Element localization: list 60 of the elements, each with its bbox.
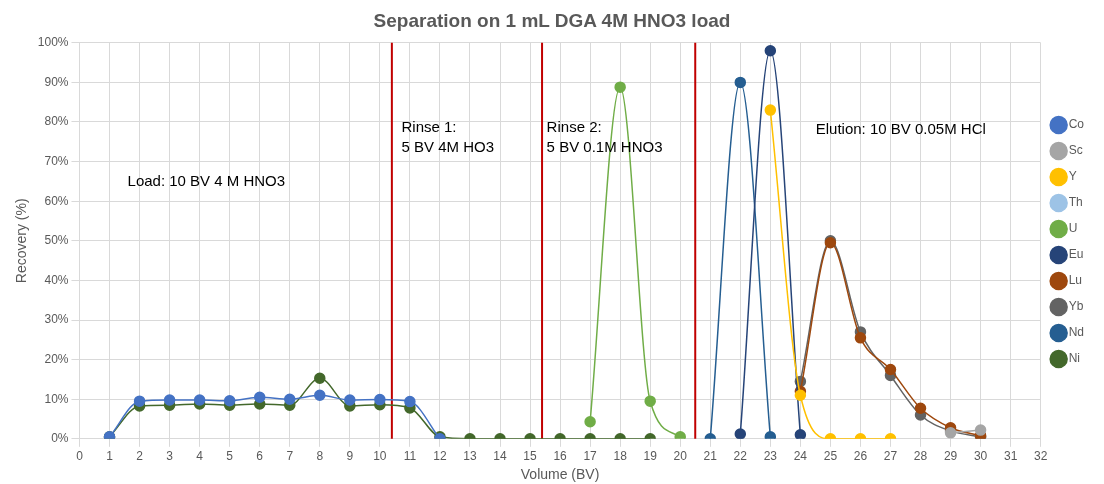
x-tick-label: 20 (673, 449, 688, 464)
y-tick-label: 70% (44, 153, 69, 168)
x-tick-label: 32 (1033, 449, 1048, 464)
x-tick-label: 6 (256, 449, 264, 464)
x-tick-label: 19 (643, 449, 658, 464)
legend-label: Lu (1068, 273, 1083, 288)
x-axis-title: Volume (BV) (520, 466, 600, 483)
x-tick-label: 24 (793, 449, 808, 464)
x-tick-label: 29 (943, 449, 958, 464)
x-tick-label: 9 (346, 449, 354, 464)
x-tick-label: 26 (853, 449, 868, 464)
x-tick-label: 11 (403, 449, 417, 464)
legend-label: Yb (1068, 299, 1084, 314)
x-tick-label: 17 (583, 449, 598, 464)
x-tick-label: 25 (823, 449, 838, 464)
x-tick-label: 14 (493, 449, 507, 464)
legend-label: U (1068, 221, 1078, 236)
chart-title: Separation on 1 mL DGA 4M HNO3 load (373, 9, 731, 31)
x-tick-label: 7 (286, 449, 294, 464)
x-tick-label: 16 (553, 449, 568, 464)
y-tick-label: 60% (44, 193, 69, 208)
y-tick-label: 20% (44, 351, 69, 366)
y-tick-label: 80% (44, 114, 69, 129)
x-tick-label: 27 (883, 449, 898, 464)
x-tick-label: 1 (106, 449, 114, 464)
y-tick-label: 0% (51, 431, 69, 446)
x-tick-label: 10 (373, 449, 387, 464)
legend-label: Nd (1068, 325, 1084, 340)
x-tick-label: 13 (463, 449, 477, 464)
x-tick-label: 2 (136, 449, 144, 464)
x-tick-label: 8 (316, 449, 324, 464)
legend-label: Y (1068, 169, 1077, 184)
y-tick-label: 30% (44, 312, 69, 327)
x-tick-label: 22 (733, 449, 748, 464)
legend-label: Ni (1068, 351, 1080, 366)
x-tick-label: 12 (433, 449, 447, 464)
x-tick-label: 3 (166, 449, 174, 464)
y-tick-label: 100% (37, 35, 69, 50)
y-axis-title: Recovery (%) (13, 198, 30, 284)
legend-label: Sc (1068, 143, 1083, 158)
x-tick-label: 15 (523, 449, 538, 464)
legend-label: Co (1068, 117, 1085, 132)
x-tick-label: 30 (973, 449, 988, 464)
annotation: Rinse 1: 5 BV 4M HO3 (401, 117, 495, 155)
annotation: Load: 10 BV 4 M HNO3 (127, 171, 286, 189)
y-tick-label: 90% (44, 74, 69, 89)
x-tick-label: 28 (913, 449, 928, 464)
y-tick-label: 50% (44, 233, 69, 248)
x-tick-label: 23 (763, 449, 778, 464)
x-tick-label: 18 (613, 449, 628, 464)
annotation: Elution: 10 BV 0.05M HCl (815, 120, 986, 138)
legend-label: Th (1068, 195, 1083, 210)
x-tick-label: 21 (703, 449, 718, 464)
x-tick-label: 5 (226, 449, 234, 464)
x-tick-label: 0 (76, 449, 84, 464)
x-tick-label: 4 (196, 449, 204, 464)
y-tick-label: 40% (44, 272, 69, 287)
x-tick-label: 31 (1003, 449, 1018, 464)
legend-label: Eu (1068, 247, 1084, 262)
y-tick-label: 10% (44, 391, 69, 406)
